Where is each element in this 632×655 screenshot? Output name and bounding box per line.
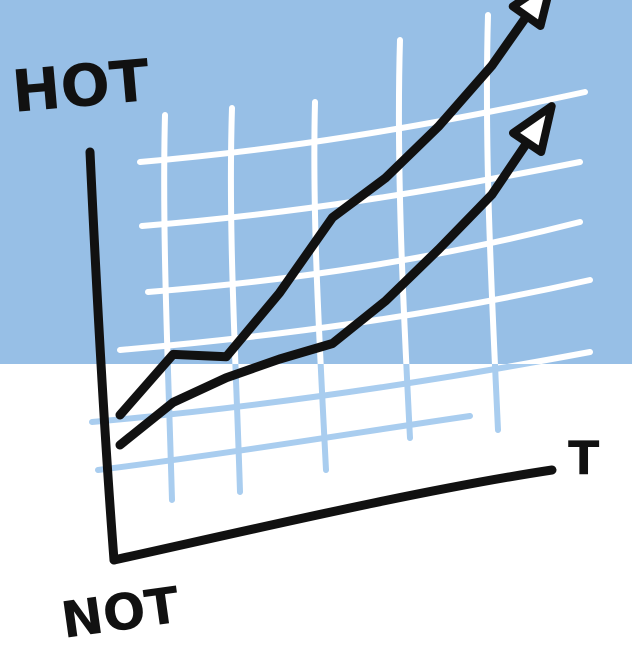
series-layer [115,0,556,450]
series-1-line [115,3,537,420]
grid-line-vertical [164,364,175,503]
grid-line-vertical [311,99,324,364]
grid-line-vertical [491,364,501,433]
grid-line-horizontal [137,89,588,165]
hot-label: HOT [9,46,152,126]
grid-line-vertical [227,105,239,364]
grid-line-horizontal [145,219,583,295]
series-2-arrowhead [509,102,556,156]
series-2-line [115,129,538,450]
grid-line-vertical [403,364,413,441]
series-2 [115,102,556,450]
grid-line-vertical [317,364,329,473]
grid-line-horizontal [95,413,473,473]
series-1 [115,0,552,420]
grid-line-vertical [232,364,243,495]
grid-line-vertical [395,37,410,364]
x-axis [109,465,557,565]
y-axis [85,147,119,565]
series-1-arrowhead [508,0,552,30]
time-axis-label: T [568,431,600,485]
